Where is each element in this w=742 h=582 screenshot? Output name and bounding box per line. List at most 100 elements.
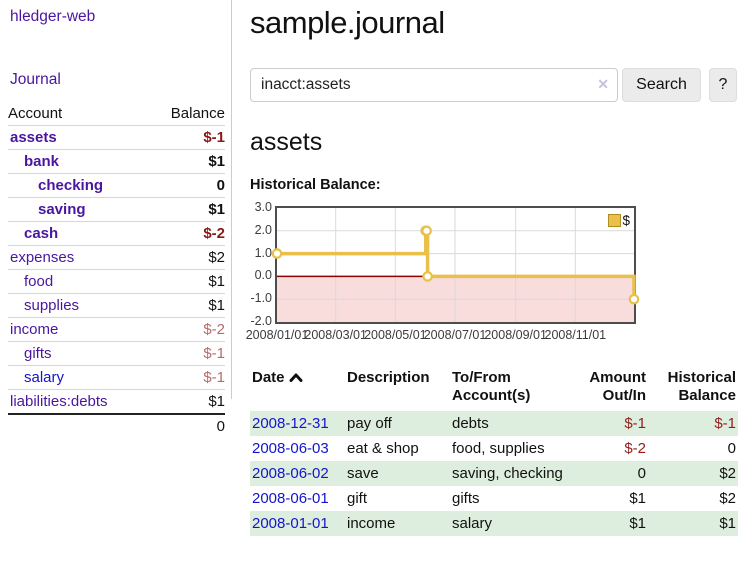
account-link-food[interactable]: food: [24, 273, 54, 290]
account-row: gifts $-1: [8, 341, 225, 366]
txn-date-link[interactable]: 2008-01-01: [252, 515, 329, 532]
search-button[interactable]: Search: [622, 68, 701, 102]
txn-date-link[interactable]: 2008-06-03: [252, 440, 329, 457]
account-row: supplies $1: [8, 293, 225, 318]
data-point-marker: [628, 293, 640, 305]
clear-search-icon[interactable]: ✕: [597, 76, 609, 92]
col-header-text: Balance: [678, 387, 736, 404]
account-row: checking 0: [8, 173, 225, 198]
col-header-text: Historical: [667, 369, 736, 386]
account-balance: $1: [148, 389, 225, 415]
txn-amount: $1: [629, 515, 646, 532]
transaction-row: 2008-06-02 save saving, checking 0 $2: [250, 461, 738, 486]
x-axis-tick-label: 2008/09/01: [484, 328, 547, 342]
txn-description: gift: [347, 490, 368, 507]
account-link-supplies[interactable]: supplies: [24, 297, 80, 314]
sort-ascending-icon: [289, 373, 303, 382]
page-title: sample.journal: [250, 5, 445, 40]
txn-date-link[interactable]: 2008-06-02: [252, 465, 329, 482]
txn-balance: $1: [719, 515, 736, 532]
account-link-gifts[interactable]: gifts: [24, 345, 52, 362]
col-header-desc: Description: [345, 367, 450, 411]
x-axis-tick-label: 2008/07/01: [423, 328, 487, 342]
legend-label: $: [622, 213, 630, 228]
txn-accounts: saving, checking: [452, 465, 563, 482]
col-header-text: Amount: [589, 369, 646, 386]
account-row: saving $1: [8, 197, 225, 222]
txn-date-cell: 2008-06-01: [250, 486, 345, 511]
sidebar: hledger-web Journal Account Balance asse…: [0, 0, 232, 582]
col-header-balance: Historical Balance: [648, 367, 738, 411]
app-title-link[interactable]: hledger-web: [10, 8, 96, 25]
txn-date-link[interactable]: 2008-06-01: [252, 490, 329, 507]
x-axis-tick-label: 2008/03/01: [304, 328, 367, 342]
account-row: assets $-1: [8, 125, 225, 150]
sidebar-item-journal[interactable]: Journal: [10, 71, 61, 88]
account-link-checking[interactable]: checking: [38, 177, 104, 194]
txn-balance: 0: [727, 440, 736, 457]
col-header-date[interactable]: Date: [250, 367, 345, 411]
help-button[interactable]: ?: [709, 68, 737, 102]
account-balance: $-2: [148, 317, 225, 342]
txn-accounts: food, supplies: [452, 440, 545, 457]
account-link-saving[interactable]: saving: [38, 201, 86, 218]
accounts-header-account: Account: [8, 102, 149, 126]
account-link-income[interactable]: income: [10, 321, 59, 338]
txn-date-link[interactable]: 2008-12-31: [252, 415, 329, 432]
col-header-text: Account(s): [452, 387, 531, 404]
txn-balance: $2: [719, 465, 736, 482]
legend-swatch: [608, 214, 622, 227]
txn-date-cell: 2008-06-03: [250, 436, 345, 461]
account-link-salary[interactable]: salary: [24, 369, 65, 386]
txn-amount: $1: [629, 490, 646, 507]
chart-plot-area: $: [271, 206, 640, 324]
transaction-row: 2008-12-31 pay off debts $-1 $-1: [250, 411, 738, 436]
transaction-row: 2008-06-01 gift gifts $1 $2: [250, 486, 738, 511]
sidebar-divider: [231, 0, 232, 399]
y-axis-tick-label: 0.0: [254, 268, 272, 283]
transaction-row: 2008-01-01 income salary $1 $1: [250, 511, 738, 536]
account-row: liabilities:debts $1: [8, 389, 225, 415]
account-row: cash $-2: [8, 221, 225, 246]
txn-amount: $-2: [624, 440, 646, 457]
account-row: income $-2: [8, 317, 225, 342]
account-link-cash[interactable]: cash: [24, 225, 59, 242]
x-axis-tick-label: 2008/01/01: [245, 328, 309, 342]
txn-date-cell: 2008-01-01: [250, 511, 345, 536]
col-header-amount: Amount Out/In: [568, 367, 648, 411]
account-balance: $2: [148, 245, 225, 270]
data-point-marker: [421, 225, 432, 237]
account-balance: 0: [148, 173, 225, 198]
txn-accounts: debts: [452, 415, 489, 432]
txn-amount: $-1: [624, 415, 646, 432]
account-row: salary $-1: [8, 365, 225, 390]
txn-date-cell: 2008-12-31: [250, 411, 345, 436]
txn-description: eat & shop: [347, 440, 419, 457]
account-row: food $1: [8, 269, 225, 294]
account-row: expenses $2: [8, 245, 225, 270]
account-link-bank[interactable]: bank: [24, 153, 60, 170]
historical-balance-chart: $ 3.0 2.0 1.0 0.0 -1.0 -2.0 2008/01/01 2008/03/…: [246, 200, 738, 344]
chart-label: Historical Balance:: [250, 177, 381, 193]
col-header-text: Date: [252, 369, 285, 386]
account-balance: $1: [148, 149, 225, 174]
y-axis-tick-label: -1.0: [250, 291, 272, 306]
txn-accounts: salary: [452, 515, 493, 532]
chart-canvas: [271, 208, 640, 322]
search-form: ✕ Search ?: [250, 68, 738, 102]
col-header-acct: To/From Account(s): [450, 367, 568, 411]
data-point-marker: [271, 248, 283, 259]
account-link-assets[interactable]: assets: [10, 129, 57, 146]
txn-description: income: [347, 515, 396, 532]
account-link-expenses[interactable]: expenses: [10, 249, 75, 266]
transaction-row: 2008-06-03 eat & shop food, supplies $-2 0: [250, 436, 738, 461]
txn-balance: $-1: [714, 415, 736, 432]
search-input[interactable]: [250, 68, 618, 102]
main-content: sample.journal ✕ Search ? assets Histori…: [246, 0, 738, 536]
account-balance: $-2: [148, 221, 225, 246]
register-table: Date Description To/From Account(s) Amount Ou…: [250, 367, 738, 536]
txn-description: save: [347, 465, 379, 482]
x-axis-tick-label: 2008/11/01: [544, 328, 607, 342]
txn-amount: 0: [637, 465, 646, 482]
account-link-liabilities-debts[interactable]: liabilities:debts: [10, 393, 108, 410]
